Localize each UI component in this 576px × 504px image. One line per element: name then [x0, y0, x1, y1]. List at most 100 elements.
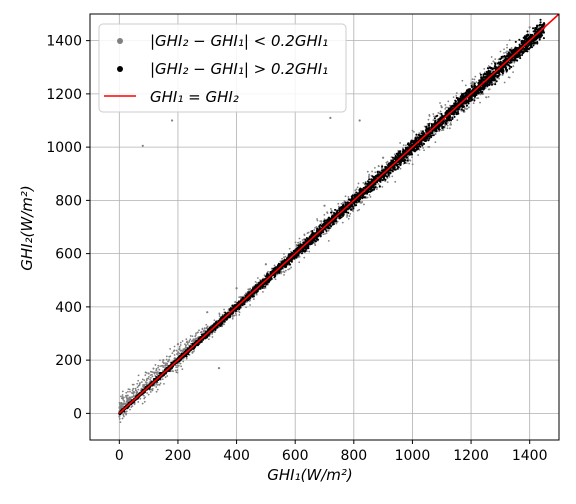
- black-point: [344, 201, 347, 204]
- gray-point: [155, 390, 158, 393]
- gray-point: [423, 149, 425, 152]
- gray-point: [512, 65, 515, 68]
- gray-point: [141, 402, 144, 405]
- gray-point: [441, 129, 443, 132]
- black-point: [379, 180, 382, 183]
- gray-point: [510, 47, 513, 49]
- gray-point: [263, 287, 266, 290]
- gray-point: [308, 250, 311, 253]
- gray-point: [473, 97, 476, 100]
- gray-point: [298, 237, 301, 240]
- gray-point: [408, 162, 411, 165]
- gray-point: [238, 296, 241, 299]
- black-point: [435, 115, 438, 118]
- gray-point: [288, 267, 291, 270]
- gray-point: [341, 221, 344, 224]
- gray-point: [218, 312, 221, 315]
- gray-point: [238, 311, 241, 314]
- gray-point: [508, 39, 511, 42]
- gray-point: [237, 310, 240, 312]
- gray-point: [325, 228, 328, 231]
- gray-point: [142, 384, 145, 387]
- gray-point: [171, 352, 174, 355]
- gray-point: [366, 196, 369, 199]
- gray-point: [437, 130, 439, 132]
- gray-point: [428, 146, 431, 148]
- gray-point: [439, 102, 441, 104]
- gray-point: [262, 290, 264, 293]
- gray-point: [280, 272, 282, 275]
- gray-point: [223, 323, 226, 326]
- gray-point: [470, 82, 472, 85]
- gray-point-key-6: [235, 287, 238, 290]
- gray-point: [326, 212, 329, 215]
- gray-point: [423, 125, 426, 128]
- gray-point: [149, 391, 152, 393]
- gray-point: [283, 256, 285, 259]
- gray-point: [182, 360, 185, 363]
- gray-point: [128, 388, 131, 391]
- gray-point: [301, 239, 304, 241]
- gray-point: [157, 364, 160, 367]
- gray-point: [137, 379, 140, 382]
- gray-point: [465, 108, 468, 111]
- gray-point: [183, 347, 186, 350]
- gray-point: [283, 253, 285, 255]
- gray-point: [322, 233, 325, 236]
- gray-point: [479, 101, 481, 104]
- gray-point: [185, 338, 188, 341]
- gray-point: [169, 355, 172, 358]
- gray-point: [125, 412, 127, 415]
- gray-point: [331, 213, 333, 216]
- black-point: [482, 75, 485, 78]
- gray-point: [156, 388, 159, 391]
- gray-point: [185, 341, 188, 344]
- gray-point: [159, 359, 161, 362]
- gray-point: [282, 270, 285, 273]
- gray-point: [125, 391, 128, 394]
- gray-point: [452, 96, 455, 98]
- gray-point: [147, 377, 150, 380]
- black-point: [378, 185, 381, 188]
- gray-point: [422, 147, 425, 149]
- gray-point: [180, 365, 183, 368]
- gray-point: [162, 362, 165, 364]
- gray-point: [126, 394, 129, 397]
- gray-point: [404, 144, 407, 147]
- gray-point: [503, 48, 505, 51]
- gray-point: [179, 344, 182, 346]
- gray-point: [361, 200, 364, 203]
- gray-point: [127, 390, 129, 393]
- gray-point: [323, 213, 326, 216]
- gray-point: [118, 415, 121, 418]
- black-point: [539, 23, 542, 26]
- gray-point: [449, 127, 451, 130]
- gray-point: [501, 74, 504, 77]
- gray-point-key-1: [132, 390, 136, 394]
- gray-point: [234, 300, 237, 303]
- gray-point: [427, 118, 430, 121]
- gray-point: [506, 44, 508, 46]
- gray-point: [196, 331, 199, 334]
- gray-point: [134, 387, 137, 390]
- gray-point: [234, 312, 237, 315]
- gray-point: [306, 232, 309, 234]
- gray-point: [127, 388, 130, 391]
- gray-point-key-16: [358, 119, 361, 122]
- gray-point: [356, 209, 359, 212]
- gray-point: [149, 370, 152, 373]
- gray-point: [402, 144, 405, 147]
- gray-point: [185, 357, 188, 360]
- gray-point: [173, 345, 176, 348]
- gray-point: [506, 46, 508, 49]
- gray-point: [320, 222, 323, 225]
- black-point: [515, 59, 519, 62]
- gray-point: [121, 417, 124, 420]
- gray-point: [366, 170, 369, 173]
- gray-point: [442, 129, 445, 131]
- black-point: [433, 117, 436, 120]
- gray-point: [506, 50, 508, 53]
- gray-point: [347, 217, 350, 220]
- gray-point: [173, 349, 176, 352]
